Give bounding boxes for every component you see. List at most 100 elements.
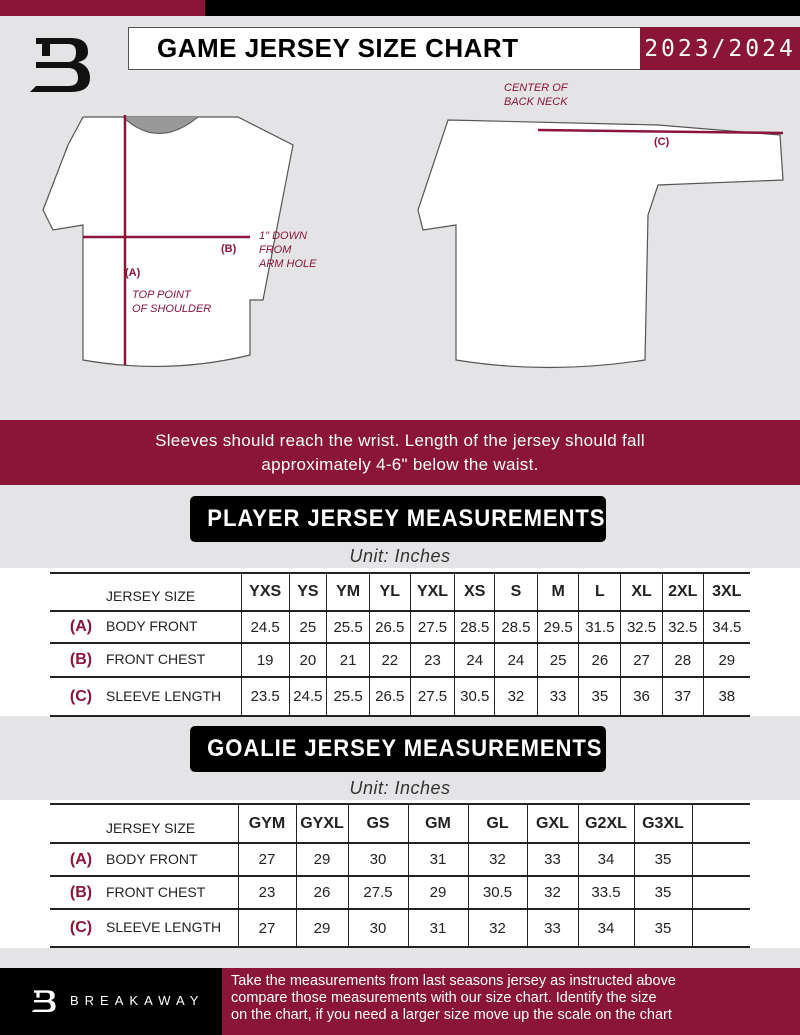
top-accent-bar bbox=[0, 0, 205, 16]
measurement-cell: 30.5 bbox=[454, 677, 495, 716]
label-b: (B) bbox=[221, 243, 237, 255]
measurement-cell: 26.5 bbox=[368, 677, 411, 716]
row-letter: (C) bbox=[69, 687, 93, 705]
measurement-cell: 38 bbox=[702, 677, 750, 716]
measurement-cell: 31.5 bbox=[578, 611, 621, 643]
row-label-text: FRONT CHEST bbox=[106, 651, 206, 667]
measurement-cell bbox=[691, 909, 750, 947]
measurement-cell: 28 bbox=[661, 643, 704, 677]
measurement-cell: 35 bbox=[578, 677, 621, 716]
measurement-cell: 28.5 bbox=[454, 611, 495, 643]
measurement-cell: 27.5 bbox=[347, 876, 408, 909]
row-letter: (A) bbox=[69, 850, 93, 868]
goalie-unit: Unit: Inches bbox=[349, 778, 451, 798]
measurement-cell: 27 bbox=[620, 643, 663, 677]
size-header: G3XL bbox=[633, 804, 692, 843]
table-row: (C) SLEEVE LENGTH 23.5 24.5 25.5 26.5 27.5 30.5… bbox=[50, 677, 750, 716]
table-row: (A) BODY FRONT 24.5 25 25.5 26.5 27.5 28.5 28.5 2… bbox=[50, 611, 750, 643]
footer-logo-icon bbox=[31, 990, 56, 1012]
brand-name: BREAKAWAY bbox=[70, 993, 205, 1008]
measure-line-c bbox=[537, 128, 784, 135]
size-header: XL bbox=[620, 573, 663, 611]
measurement-cell: 32.5 bbox=[661, 611, 704, 643]
size-header: GXL bbox=[526, 804, 578, 843]
measurement-cell: 30 bbox=[347, 909, 408, 947]
measurement-cell: 27.5 bbox=[409, 611, 455, 643]
measurement-cell: 33 bbox=[536, 677, 579, 716]
row-letter: (C) bbox=[69, 919, 93, 936]
table-header-row: JERSEY SIZE YXS YS YM YL YXL XS S M L XL 2XL 3XL bbox=[50, 573, 750, 611]
jersey-front-shape bbox=[42, 116, 294, 368]
player-section-title-text: PLAYER JERSEY MEASUREMENTS bbox=[207, 505, 606, 532]
size-header: GYXL bbox=[295, 804, 348, 843]
measurement-cell: 25 bbox=[288, 611, 327, 643]
arm-hole-note: 1" DOWN FROM ARM HOLE bbox=[259, 230, 317, 270]
size-header: S bbox=[494, 573, 538, 611]
measurement-cell: 25.5 bbox=[326, 677, 370, 716]
measurement-cell: 19 bbox=[240, 643, 290, 677]
row-label-text: SLEEVE LENGTH bbox=[106, 687, 222, 704]
measurement-cell: 26.5 bbox=[368, 611, 411, 643]
row-label: (A) BODY FRONT bbox=[50, 843, 238, 876]
measurement-cell: 24.5 bbox=[288, 677, 327, 716]
row-label-text: FRONT CHEST bbox=[106, 883, 206, 900]
measurement-cell: 35 bbox=[633, 909, 692, 947]
size-header bbox=[691, 804, 750, 843]
measurement-cell: 29 bbox=[702, 643, 750, 677]
goalie-measurements-table: JERSEY SIZE GYM GYXL GS GM GL GXL G2XL G3XL (A) BO… bbox=[50, 803, 750, 948]
measurement-cell: 32 bbox=[494, 677, 538, 716]
measurement-cell: 36 bbox=[620, 677, 663, 716]
goalie-section-title: GOALIE JERSEY MEASUREMENTS bbox=[190, 726, 606, 772]
measurement-cell: 26 bbox=[295, 876, 348, 909]
measurement-cell: 23 bbox=[237, 876, 296, 909]
measurement-cell: 24 bbox=[454, 643, 495, 677]
size-header: GS bbox=[347, 804, 408, 843]
size-header: YM bbox=[326, 573, 370, 611]
row-label: (B) FRONT CHEST bbox=[50, 876, 238, 909]
table-row: (A) BODY FRONT 27 29 30 31 32 33 34 35 bbox=[50, 843, 750, 876]
jersey-size-header: JERSEY SIZE bbox=[106, 819, 196, 836]
page-title: GAME JERSEY SIZE CHART bbox=[128, 27, 642, 70]
size-header: YS bbox=[288, 573, 327, 611]
measurement-cell: 32 bbox=[467, 909, 527, 947]
size-header: GM bbox=[407, 804, 468, 843]
player-unit: Unit: Inches bbox=[349, 546, 451, 566]
row-label: (C) SLEEVE LENGTH bbox=[50, 909, 238, 947]
row-label: (B) FRONT CHEST bbox=[50, 643, 241, 677]
measurement-cell: 35 bbox=[633, 876, 692, 909]
measurement-cell: 28.5 bbox=[494, 611, 538, 643]
size-header: L bbox=[578, 573, 621, 611]
measurement-cell: 25 bbox=[536, 643, 579, 677]
size-header: XS bbox=[454, 573, 495, 611]
measurement-cell: 33 bbox=[526, 909, 578, 947]
size-header: YL bbox=[368, 573, 411, 611]
measurement-cell: 34 bbox=[577, 909, 634, 947]
jersey-size-header: JERSEY SIZE bbox=[106, 588, 196, 604]
season-label: 2023/2024 bbox=[640, 27, 800, 70]
table-row: (C) SLEEVE LENGTH 27 29 30 31 32 33 34 35 bbox=[50, 909, 750, 947]
measurement-cell: 29 bbox=[407, 876, 468, 909]
footer-message: Take the measurements from last seasons … bbox=[222, 968, 800, 1035]
measurement-cell: 23.5 bbox=[240, 677, 290, 716]
size-header: G2XL bbox=[577, 804, 634, 843]
measurement-cell: 24 bbox=[494, 643, 538, 677]
size-header: 2XL bbox=[661, 573, 704, 611]
player-measurements-table: JERSEY SIZE YXS YS YM YL YXL XS S M L XL 2XL 3XL (A) B… bbox=[50, 572, 750, 717]
jersey-diagram bbox=[42, 115, 784, 369]
size-header: YXS bbox=[240, 573, 290, 611]
measurement-cell: 35 bbox=[633, 843, 692, 876]
measurement-cell: 31 bbox=[407, 843, 468, 876]
fit-instructions-banner: Sleeves should reach the wrist. Length o… bbox=[0, 420, 800, 485]
size-header: GL bbox=[467, 804, 527, 843]
measurement-cell: 32 bbox=[467, 843, 527, 876]
measurement-cell: 33.5 bbox=[577, 876, 634, 909]
measurement-cell: 29 bbox=[295, 843, 348, 876]
row-label-text: BODY FRONT bbox=[106, 850, 198, 867]
measurement-cell: 26 bbox=[578, 643, 621, 677]
measurement-cell: 25.5 bbox=[326, 611, 370, 643]
measurement-cell: 27.5 bbox=[409, 677, 455, 716]
measurement-cell: 37 bbox=[661, 677, 704, 716]
measurement-cell: 33 bbox=[526, 843, 578, 876]
table-header-row: JERSEY SIZE GYM GYXL GS GM GL GXL G2XL G3XL bbox=[50, 804, 750, 843]
center-back-neck-note: CENTER OF BACK NECK bbox=[504, 82, 568, 108]
